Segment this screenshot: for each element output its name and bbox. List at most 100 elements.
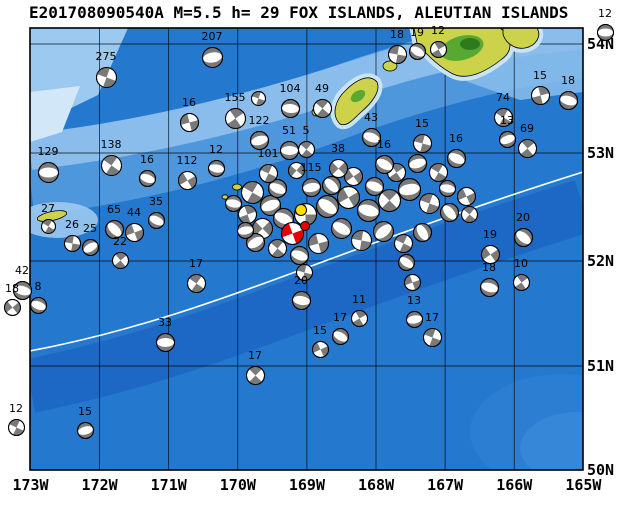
focal-mechanism-beachball — [403, 273, 422, 292]
focal-mechanism-beachball — [513, 227, 534, 248]
focal-mechanism-beachball — [397, 177, 422, 202]
focal-mechanism-beachball — [479, 277, 500, 298]
focal-mechanism-beachball — [393, 233, 414, 254]
event-label: 129 — [37, 145, 59, 158]
lon-label: 167W — [427, 476, 464, 494]
focal-mechanism-beachball — [81, 238, 100, 257]
event-label: 20 — [294, 274, 308, 287]
event-label: 207 — [201, 30, 223, 43]
event-label: 12 — [598, 7, 612, 20]
focal-mechanism-beachball — [356, 198, 381, 223]
event-label: 8 — [34, 280, 42, 293]
event-label: 122 — [248, 114, 270, 127]
event-label: 16 — [140, 153, 154, 166]
focal-mechanism-beachball — [558, 90, 579, 111]
event-label: 5 — [302, 124, 310, 137]
event-label: 44 — [127, 206, 141, 219]
islands — [36, 28, 538, 222]
event-label: 13 — [407, 294, 421, 307]
focal-mechanism-beachball — [493, 107, 514, 128]
event-label: 19 — [483, 228, 497, 241]
focal-mechanism-beachball — [330, 217, 353, 240]
focal-mechanism-beachball — [76, 421, 95, 440]
focal-mechanism-beachball — [272, 207, 295, 230]
focal-mechanism-beachball — [311, 340, 330, 359]
event-label: 35 — [149, 195, 163, 208]
event-label: 22 — [113, 235, 127, 248]
focal-mechanism-beachball — [201, 46, 224, 69]
event-label: 43 — [364, 111, 378, 124]
focal-mechanism-beachball — [315, 194, 340, 219]
event-label: 69 — [520, 122, 534, 135]
focal-mechanism-beachball — [267, 178, 288, 199]
focal-mechanism-beachball — [29, 296, 48, 315]
focal-mechanism-beachball — [124, 222, 145, 243]
focal-mechanism-beachball — [111, 251, 130, 270]
lon-label: 170W — [219, 476, 256, 494]
focal-mechanism-beachball — [245, 365, 266, 386]
lon-label: 173W — [12, 476, 49, 494]
focal-mechanism-beachball — [530, 85, 551, 106]
focal-mechanism-beachball — [63, 234, 82, 253]
event-label: 17 — [425, 311, 439, 324]
event-label: 38 — [331, 142, 345, 155]
event-label: 112 — [176, 154, 198, 167]
focal-mechanism-beachball — [224, 194, 243, 213]
focal-mechanism-beachball — [429, 40, 448, 59]
focal-mechanism-beachball — [245, 232, 266, 253]
focal-mechanism-beachball — [412, 222, 433, 243]
focal-mechanism-beachball — [297, 140, 316, 159]
event-label: 15 — [415, 117, 429, 130]
focal-mechanism-beachball — [40, 218, 57, 235]
focal-mechanism-beachball — [377, 188, 402, 213]
bathy-step-se2 — [520, 412, 583, 470]
event-label: 115 — [300, 161, 322, 174]
event-label: 18 — [482, 261, 496, 274]
event-label: 12 — [431, 24, 445, 37]
event-label: 17 — [189, 257, 203, 270]
event-label: 65 — [107, 203, 121, 216]
event-label: 42 — [15, 264, 29, 277]
focal-mechanism-beachball — [405, 310, 424, 329]
lon-label: 165W — [565, 476, 602, 494]
focal-mechanism-beachball — [374, 154, 395, 175]
focal-mechanism-beachball — [407, 153, 428, 174]
lat-label: 53N — [587, 144, 615, 162]
lat-label: 52N — [587, 252, 615, 270]
event-label: 104 — [279, 82, 301, 95]
figure-title: E201708090540A M=5.5 h= 29 FOX ISLANDS, … — [29, 3, 569, 22]
focal-mechanism-beachball — [439, 202, 460, 223]
focal-mechanism-beachball — [422, 327, 443, 348]
focal-mechanism-beachball — [480, 244, 501, 265]
highlighted-event-beachball — [280, 221, 305, 246]
event-label: 20 — [516, 211, 530, 224]
event-label: 25 — [83, 222, 97, 235]
focal-mechanism-beachball — [12, 280, 33, 301]
focal-mechanism-beachball — [331, 327, 350, 346]
focal-mechanism-beachball — [250, 90, 267, 107]
focal-mechanism-beachball — [287, 161, 306, 180]
focal-mechanism-beachball — [177, 170, 198, 191]
event-label: 18 — [561, 74, 575, 87]
focal-mechanism-beachball — [350, 229, 373, 252]
focal-mechanism-beachball — [179, 112, 200, 133]
focal-mechanism-beachball — [138, 169, 157, 188]
focal-mechanism-beachball — [517, 138, 538, 159]
focal-mechanism-beachball — [236, 221, 255, 240]
focal-mechanism-beachball — [259, 194, 282, 217]
focal-mechanism-beachball — [240, 180, 265, 205]
focal-mechanism-beachball — [460, 205, 479, 224]
focal-mechanism-beachball — [498, 130, 517, 149]
lon-label: 169W — [288, 476, 325, 494]
event-label: 74 — [496, 91, 510, 104]
focal-mechanism-beachball — [361, 127, 382, 148]
event-label: 51 — [282, 124, 296, 137]
map-frame — [29, 27, 584, 471]
event-label: 16 — [377, 138, 391, 151]
event-label: 13 — [500, 114, 514, 127]
event-label: 19 — [410, 26, 424, 39]
focal-mechanism-beachball — [155, 332, 176, 353]
shallow-patch-nw2 — [30, 86, 80, 142]
focal-mechanism-beachball — [456, 186, 477, 207]
